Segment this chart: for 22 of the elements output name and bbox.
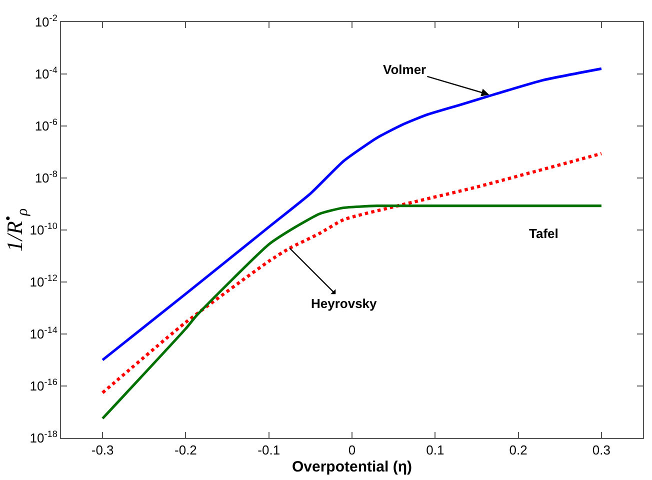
y-tick-label: 10$^{-2}$: [34, 13, 58, 30]
y-tick-label: 10$^{-6}$: [34, 117, 58, 134]
annotation: Tafel: [529, 226, 558, 241]
line-series: [100, 152, 604, 394]
y-tick-label: 10$^{-18}$: [30, 429, 58, 446]
annotation: Volmer: [383, 62, 426, 77]
y-tick-label: 10$^{-10}$: [30, 221, 58, 238]
annotation: Heyrovsky: [311, 296, 378, 311]
x-tick-label: 0.3: [592, 442, 610, 458]
y-tick-label: 10$^{-12}$: [30, 273, 58, 290]
y-tick-label: 10$^{-14}$: [30, 325, 58, 342]
x-tick-label: -0.2: [174, 442, 197, 458]
y-tick-label: 10$^{-4}$: [34, 65, 58, 82]
x-tick-label: -0.1: [258, 442, 280, 458]
y-tick-label: 10$^{-16}$: [30, 377, 58, 394]
x-tick-label: 0.2: [509, 442, 528, 458]
x-tick-label: -0.3: [91, 442, 114, 458]
x-tick-label: 0: [348, 442, 356, 458]
x-tick-label: 0.1: [426, 442, 444, 458]
x-axis-title: Overpotential (η): [292, 458, 412, 476]
line-series: [101, 204, 603, 420]
y-tick-label: 10$^{-8}$: [34, 169, 58, 186]
